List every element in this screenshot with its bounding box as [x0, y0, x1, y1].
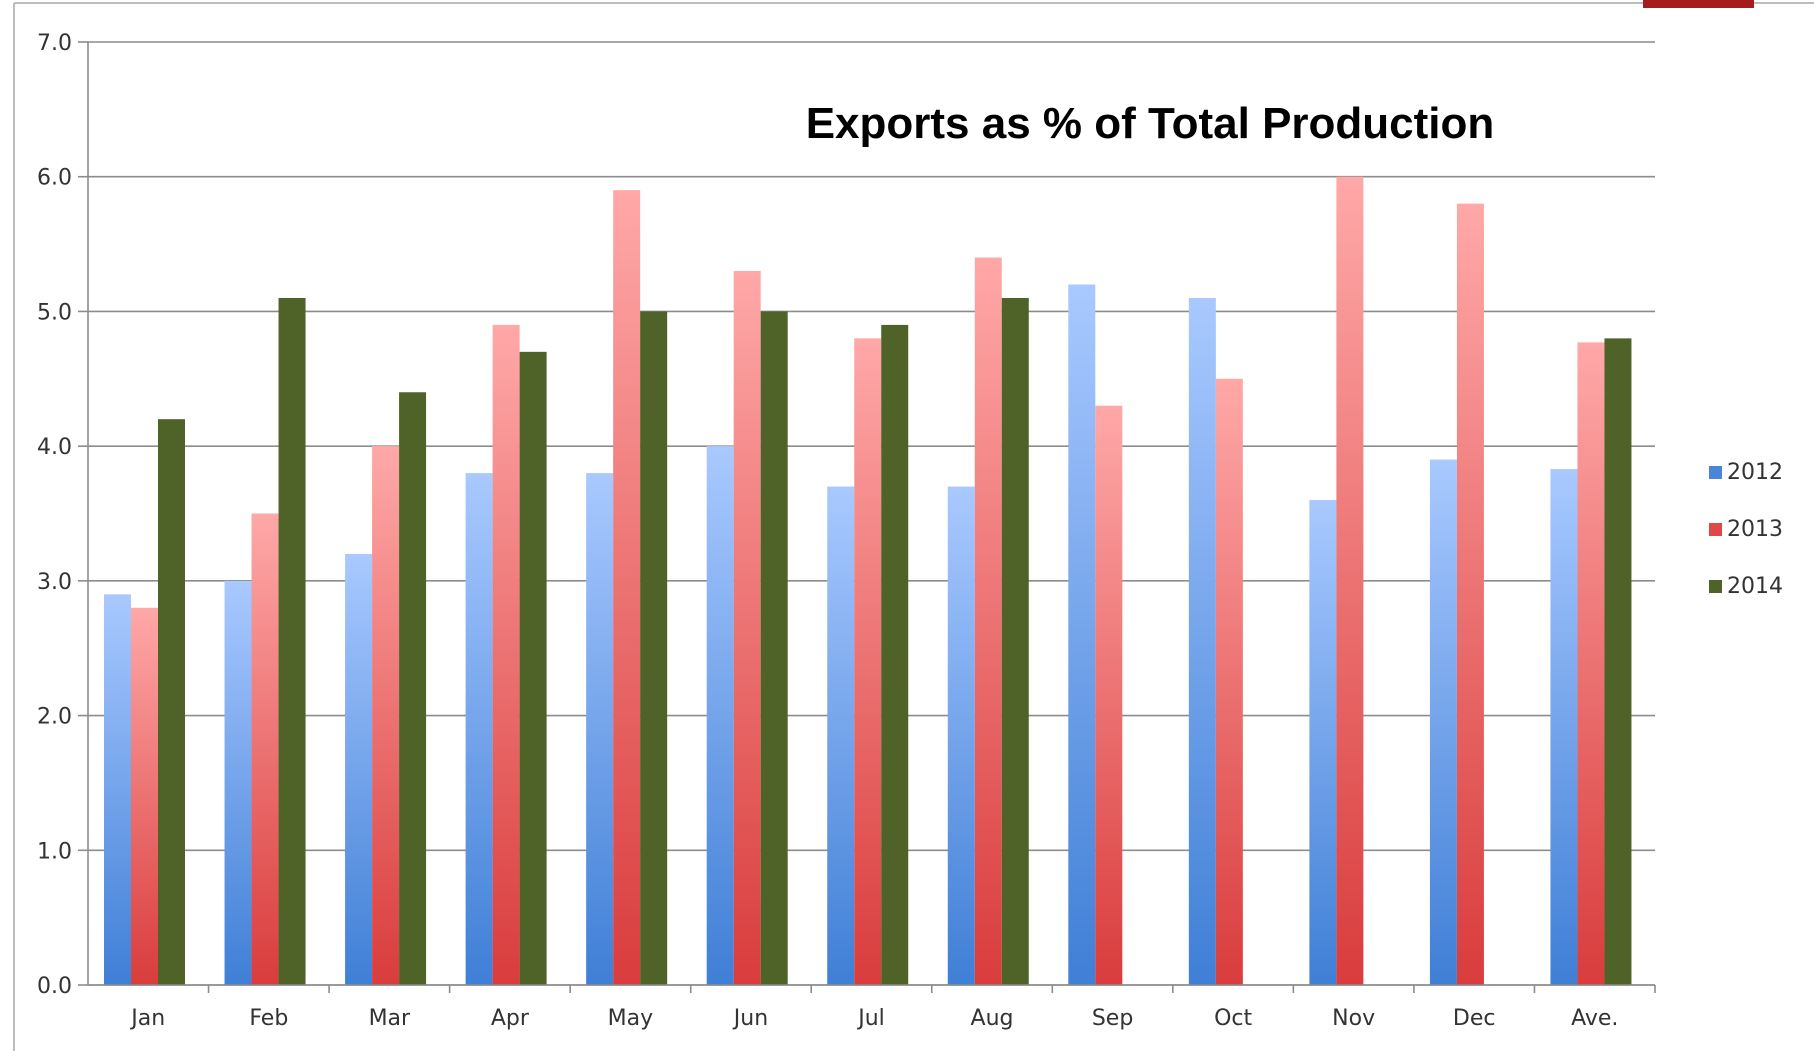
- axes: 0.0 1.0 2.0 3.0 4.0 5.0 6.0 7.0 Jan Feb Mar Apr May J…: [37, 31, 1656, 1031]
- x-tick-label: Nov: [1332, 1006, 1375, 1031]
- bar-2013-sep: [1095, 405, 1123, 985]
- y-tick-label: 6.0: [37, 166, 72, 191]
- bar-2012-jan: [104, 594, 131, 985]
- y-tick-label: 4.0: [37, 435, 72, 460]
- y-tick-label: 0.0: [37, 974, 72, 999]
- x-tick-label: May: [608, 1006, 653, 1031]
- x-tick-label: Oct: [1214, 1006, 1252, 1031]
- bar-2012-apr: [465, 473, 493, 985]
- y-tick-label: 5.0: [37, 300, 72, 325]
- bar-2013-feb: [251, 513, 279, 985]
- bar-2013-may: [613, 190, 641, 985]
- legend-label-2012: 2012: [1727, 460, 1783, 485]
- chart-title: Exports as % of Total Production: [806, 99, 1495, 148]
- bar-2012-dec: [1429, 459, 1457, 986]
- x-tick-label: Feb: [249, 1006, 288, 1031]
- legend-label-2013: 2013: [1727, 517, 1783, 542]
- legend-swatch-2013: [1709, 523, 1722, 536]
- bar-2012-may: [586, 473, 614, 985]
- legend: 2012 2013 2014: [1709, 460, 1783, 599]
- x-tick-label: Ave.: [1571, 1006, 1618, 1031]
- bar-2012-mar: [345, 553, 373, 985]
- bar-2013-apr: [492, 324, 520, 985]
- x-tick-label: Jun: [732, 1006, 768, 1031]
- legend-swatch-2014: [1709, 580, 1722, 593]
- bar-2013-jul: [854, 338, 882, 985]
- y-tick-label: 1.0: [37, 839, 72, 864]
- bar-2013-nov: [1336, 176, 1364, 985]
- x-tick-label: Mar: [369, 1006, 411, 1031]
- y-tick-label: 7.0: [37, 31, 72, 56]
- accent-bar: [1643, 0, 1754, 8]
- bar-2014-may: [640, 311, 668, 985]
- bar-2013-oct: [1215, 378, 1243, 985]
- bar-2012-aug: [947, 486, 975, 985]
- y-tick-label: 2.0: [37, 705, 72, 730]
- bar-2014-jun: [760, 311, 788, 985]
- bar-2014-feb: [278, 297, 306, 985]
- x-tick-label: Jan: [129, 1006, 165, 1031]
- legend-label-2014: 2014: [1727, 574, 1783, 599]
- x-tick-label: Sep: [1092, 1006, 1133, 1031]
- bar-2012-oct: [1188, 297, 1216, 985]
- y-tick-label: 3.0: [37, 570, 72, 595]
- bar-2012-sep: [1068, 284, 1096, 985]
- x-tick-label: Aug: [971, 1006, 1014, 1031]
- bar-2012-jul: [827, 486, 855, 985]
- x-tick-label: Dec: [1453, 1006, 1496, 1031]
- bar-2013-aug: [974, 257, 1002, 985]
- bars: [104, 176, 1632, 986]
- bar-2013-jan: [131, 607, 158, 985]
- x-tick-label: Jul: [856, 1006, 885, 1031]
- bar-2013-ave: [1577, 342, 1605, 986]
- bar-2012-ave: [1550, 469, 1578, 985]
- x-tick-label: Apr: [491, 1006, 530, 1031]
- bar-2014-aug: [1001, 297, 1029, 985]
- bar-2013-mar: [372, 446, 400, 986]
- bar-2012-jun: [706, 446, 734, 986]
- bar-2014-jul: [881, 324, 909, 985]
- bar-2013-dec: [1456, 203, 1484, 985]
- bar-2014-ave: [1604, 338, 1632, 985]
- bar-2014-mar: [399, 392, 427, 985]
- bar-2012-feb: [224, 580, 252, 985]
- bar-2013-jun: [733, 271, 761, 985]
- bar-2014-jan: [158, 419, 185, 985]
- legend-swatch-2012: [1709, 466, 1722, 479]
- bar-2014-apr: [519, 351, 547, 985]
- bar-2012-nov: [1309, 500, 1337, 985]
